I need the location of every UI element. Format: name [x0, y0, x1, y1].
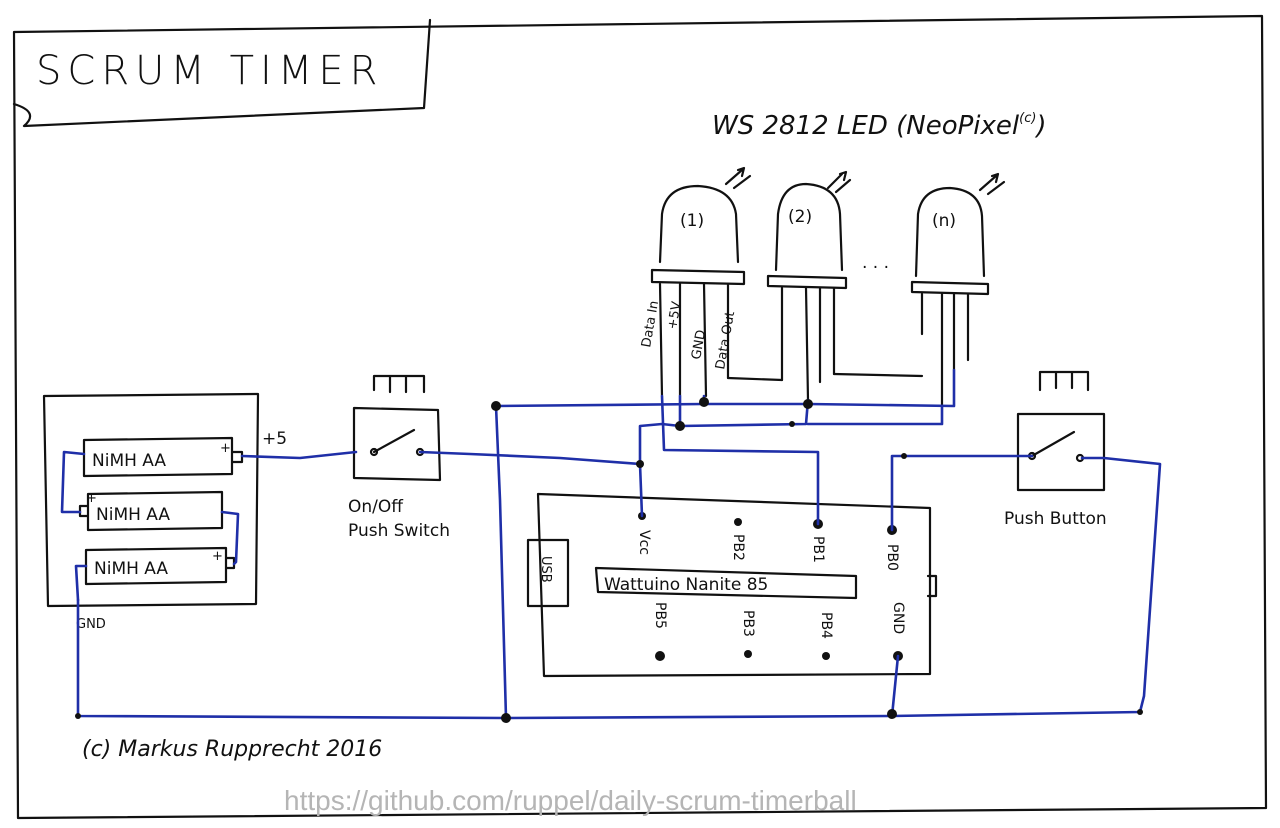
push-button — [1016, 370, 1106, 492]
copyright: (c) Markus Rupprecht 2016 — [82, 737, 382, 762]
led-1-label: (1) — [680, 211, 704, 231]
led-n: (n) — [910, 172, 1006, 408]
led-ellipsis: . . . — [862, 253, 889, 273]
light-arrow-icon — [724, 166, 752, 190]
title-text: SCRUM TIMER — [36, 48, 383, 94]
led-pin-data-in: Data In — [639, 300, 662, 349]
light-arrow-icon — [826, 170, 852, 194]
board-name: Wattuino Nanite 85 — [604, 575, 768, 595]
source-url: https://github.com/ruppel/daily-scrum-ti… — [284, 785, 857, 816]
switch-label-line1: On/Off — [348, 497, 404, 517]
push-button-label: Push Button — [1004, 509, 1107, 529]
switch-label-line2: Push Switch — [348, 521, 450, 541]
pin-pb0: PB0 — [884, 544, 900, 571]
led-n-label: (n) — [932, 211, 956, 231]
battery-pack: NiMH AA + NiMH AA + NiMH AA + — [42, 392, 260, 608]
on-off-push-switch — [352, 374, 442, 482]
plus5-label: +5 — [262, 429, 287, 449]
pin-vcc: Vcc — [636, 530, 652, 555]
battery-2-label: NiMH AA — [96, 505, 170, 525]
pin-pb5: PB5 — [652, 602, 668, 629]
led-1: (1) — [650, 166, 752, 398]
led-pin-gnd: GND — [689, 329, 709, 361]
wattuino-board: USB Wattuino Nanite 85 Vcc PB2 PB1 PB0 P… — [526, 492, 938, 678]
pin-pb4: PB4 — [818, 612, 834, 639]
battery-2-plus: + — [86, 491, 97, 506]
led-pin-5v: +5V — [665, 300, 685, 330]
battery-1-plus: + — [220, 441, 231, 456]
light-arrow-icon — [978, 172, 1006, 196]
battery-1-label: NiMH AA — [92, 451, 166, 471]
usb-label: USB — [538, 556, 553, 583]
junctions — [75, 397, 1143, 723]
page-border — [12, 14, 1268, 820]
led-2: (2) — [766, 170, 852, 402]
usb-connector — [526, 538, 570, 608]
pin-pb2: PB2 — [730, 534, 746, 561]
battery-3-label: NiMH AA — [94, 559, 168, 579]
wiring — [76, 368, 1162, 720]
led-strip-label: WS 2812 LED (NeoPixel(c)) — [712, 111, 1047, 141]
led-2-label: (2) — [788, 207, 812, 227]
title-block: SCRUM TIMER — [12, 18, 432, 128]
pin-pb1: PB1 — [810, 536, 826, 563]
battery-3-plus: + — [212, 549, 223, 564]
led-pin-data-out: Data Out — [713, 310, 738, 370]
gnd-label: GND — [76, 617, 106, 632]
pin-gnd: GND — [890, 602, 906, 634]
pin-pb3: PB3 — [740, 610, 756, 637]
